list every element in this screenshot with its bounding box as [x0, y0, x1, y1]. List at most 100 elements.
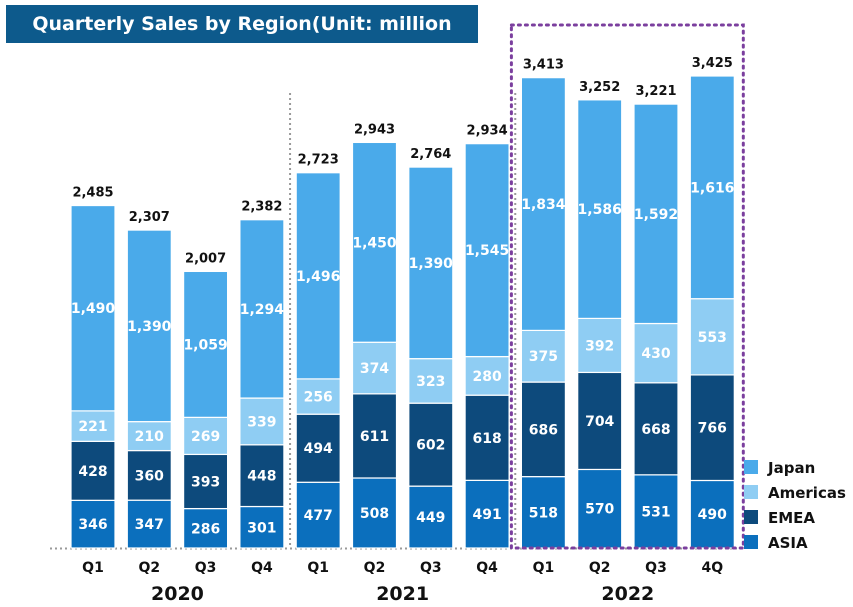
data-label-americas: 323 [416, 374, 445, 390]
bar-emea [183, 453, 229, 510]
data-label-emea: 704 [585, 414, 614, 430]
bar-japan [520, 77, 567, 331]
total-label: 2,382 [241, 200, 282, 215]
bar-japan [351, 141, 398, 343]
legend-swatch-japan [744, 460, 758, 474]
data-label-emea: 360 [135, 468, 164, 484]
data-label-japan: 1,592 [634, 207, 678, 223]
data-label-americas: 339 [247, 414, 276, 430]
bar-emea [633, 382, 679, 476]
total-label: 2,485 [72, 186, 113, 201]
legend-label-emea: EMEA [768, 509, 815, 527]
data-label-asia: 490 [698, 507, 727, 523]
data-label-asia: 491 [472, 507, 501, 523]
bar-emea [577, 371, 623, 471]
data-label-americas: 210 [135, 429, 164, 445]
data-label-americas: 553 [698, 330, 727, 346]
data-label-americas: 392 [585, 338, 614, 354]
total-label: 3,413 [523, 58, 564, 73]
bar-japan [464, 143, 510, 358]
total-label: 3,425 [692, 56, 733, 71]
year-label-2020: 2020 [151, 583, 204, 605]
data-label-asia: 531 [641, 504, 670, 520]
data-label-asia: 301 [247, 520, 276, 536]
legend-label-japan: Japan [767, 459, 815, 477]
bar-asia [520, 476, 567, 549]
data-label-japan: 1,390 [127, 319, 172, 335]
total-label: 2,723 [298, 153, 339, 168]
data-label-japan: 1,294 [240, 302, 285, 318]
bar-japan [408, 166, 454, 360]
data-label-japan: 1,390 [409, 256, 454, 272]
legend-swatch-asia [744, 535, 758, 549]
bar-asia [295, 481, 341, 549]
year-label-2021: 2021 [376, 583, 429, 605]
legend-label-asia: ASIA [768, 534, 808, 552]
total-label: 2,007 [185, 251, 226, 266]
bar-japan [689, 75, 735, 300]
chart-title: Quarterly Sales by Region(Unit: million … [6, 5, 478, 73]
data-label-americas: 221 [78, 419, 107, 435]
total-label: 2,943 [354, 122, 395, 137]
bar-emea [520, 381, 567, 478]
total-label: 3,252 [579, 80, 620, 95]
data-label-americas: 280 [472, 369, 501, 385]
year-label-2022: 2022 [601, 583, 654, 605]
data-label-americas: 269 [191, 429, 220, 445]
data-label-emea: 668 [641, 422, 670, 438]
data-label-japan: 1,059 [183, 337, 227, 353]
bar-japan [633, 103, 679, 325]
total-label: 2,934 [467, 124, 508, 139]
data-label-americas: 430 [641, 346, 670, 362]
data-label-emea: 611 [360, 429, 389, 445]
data-label-asia: 347 [135, 517, 164, 533]
bar-americas [351, 341, 398, 395]
legend-label-americas: Americas [768, 484, 846, 502]
bar-asia [408, 485, 454, 549]
data-label-emea: 494 [304, 441, 333, 457]
x-tick-label: Q3 [195, 560, 217, 576]
x-tick-label: Q3 [420, 560, 442, 576]
data-label-asia: 449 [416, 510, 445, 526]
bar-japan [70, 204, 116, 412]
bar-asia [239, 505, 285, 549]
x-tick-label: 4Q [701, 560, 723, 576]
bar-japan [183, 270, 229, 418]
x-tick-label: Q2 [589, 560, 611, 576]
data-label-asia: 570 [585, 502, 614, 518]
data-label-emea: 448 [247, 469, 276, 485]
x-tick-label: Q1 [307, 560, 329, 576]
legend-swatch-emea [744, 510, 758, 524]
data-label-americas: 374 [360, 361, 389, 377]
x-tick-label: Q4 [476, 560, 498, 576]
bar-japan [295, 172, 341, 380]
data-label-japan: 1,834 [521, 197, 566, 213]
data-label-americas: 375 [529, 349, 558, 365]
bar-americas [633, 322, 679, 384]
data-label-emea: 686 [529, 422, 558, 438]
x-tick-label: Q1 [533, 560, 555, 576]
bar-emea [464, 394, 510, 481]
data-label-asia: 518 [529, 505, 558, 521]
legend-swatch-americas [744, 485, 758, 499]
bar-asia [70, 499, 116, 549]
bar-americas [520, 329, 567, 383]
bar-emea [295, 413, 341, 483]
data-label-asia: 346 [78, 517, 107, 533]
total-label: 2,307 [129, 210, 170, 225]
data-label-emea: 766 [698, 421, 727, 437]
bar-asia [126, 499, 172, 549]
data-label-asia: 508 [360, 506, 389, 522]
data-label-asia: 286 [191, 521, 220, 537]
bar-emea [689, 374, 735, 482]
data-label-japan: 1,545 [465, 243, 509, 259]
data-label-emea: 428 [78, 464, 107, 480]
bar-americas [408, 358, 454, 404]
total-label: 3,221 [635, 84, 676, 99]
x-tick-label: Q1 [82, 560, 104, 576]
data-label-japan: 1,496 [296, 269, 340, 285]
bar-americas [689, 298, 735, 376]
highlight-frame-2022 [509, 23, 745, 550]
data-label-americas: 256 [304, 390, 333, 406]
